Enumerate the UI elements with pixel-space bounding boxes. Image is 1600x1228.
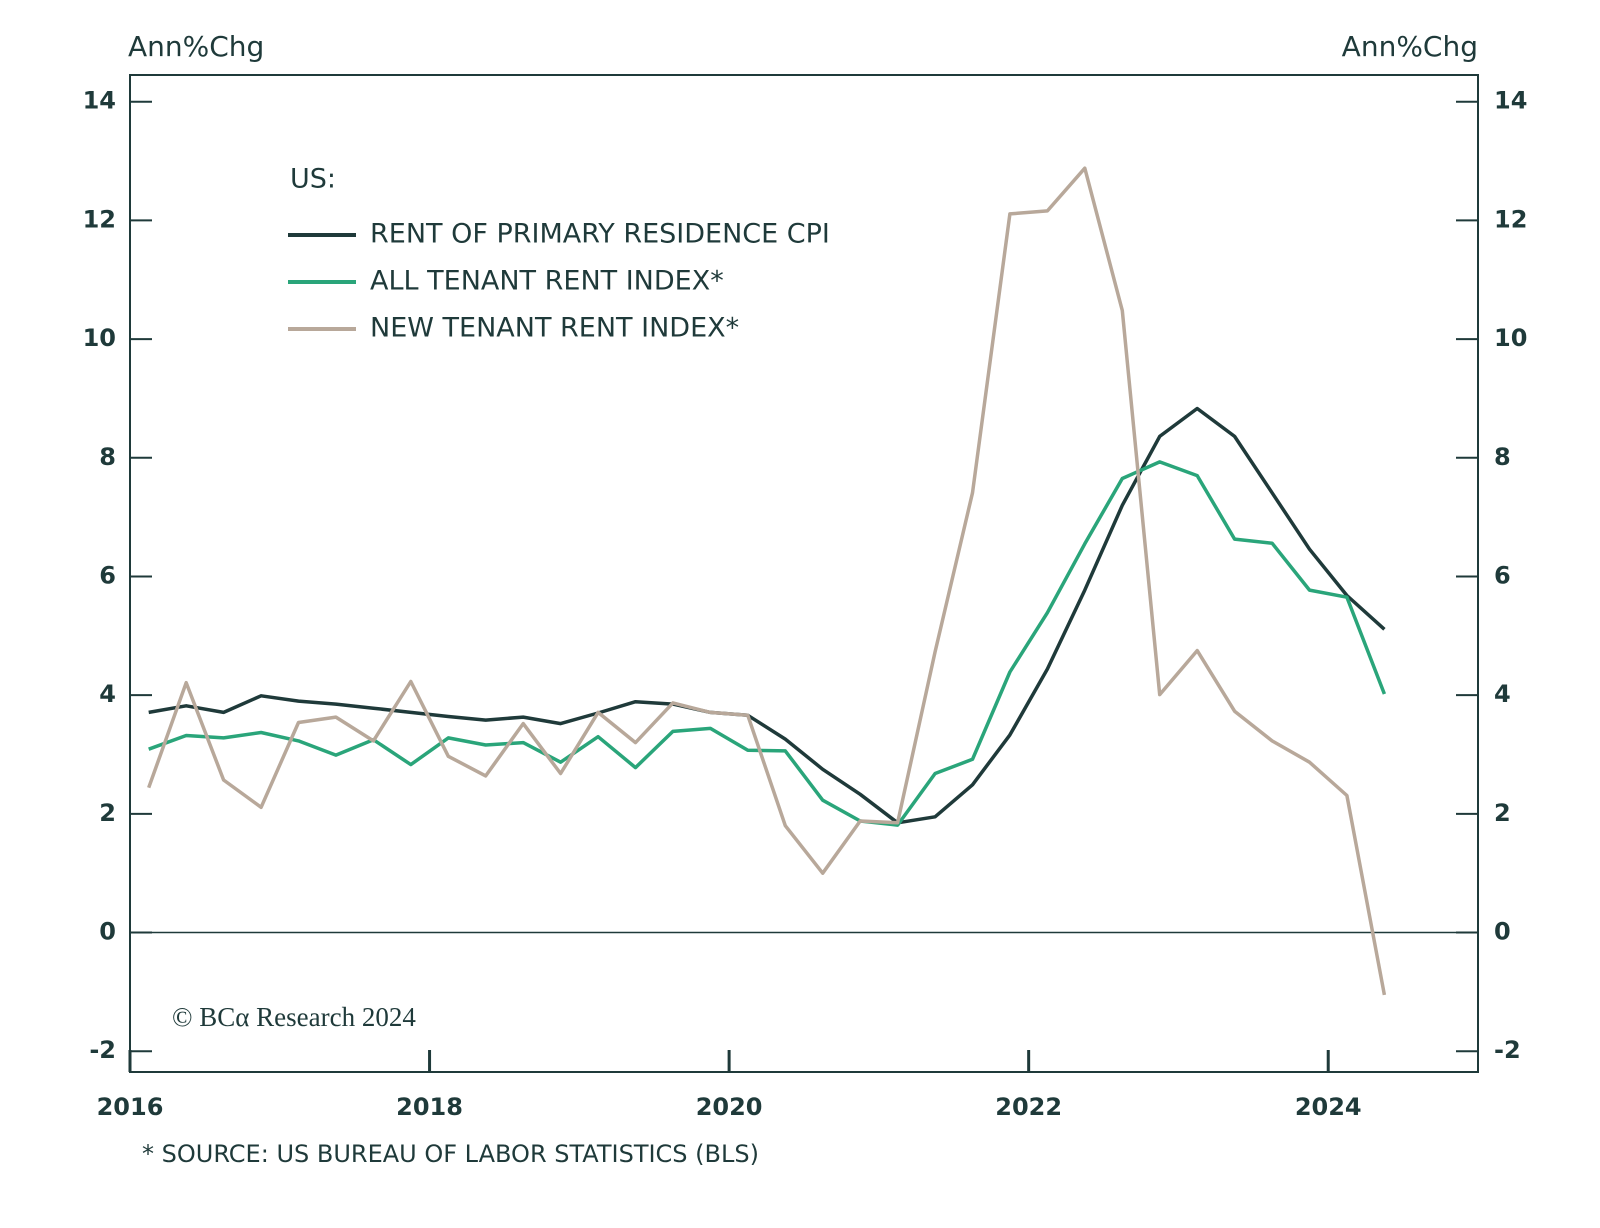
x-tick-label: 2020 — [696, 1093, 763, 1121]
y-tick-label: -2 — [89, 1036, 116, 1064]
y-tick-label-right: -2 — [1494, 1036, 1521, 1064]
legend-label: NEW TENANT RENT INDEX* — [370, 313, 739, 344]
y-tick-label-right: 0 — [1494, 918, 1511, 946]
x-tick-label: 2022 — [995, 1093, 1062, 1121]
y-tick-label: 6 — [99, 561, 116, 589]
y-tick-label: 8 — [99, 443, 116, 471]
footnote: * SOURCE: US BUREAU OF LABOR STATISTICS … — [142, 1140, 759, 1168]
credit: © BCα Research 2024 — [172, 1002, 416, 1032]
y-tick-label: 10 — [83, 324, 116, 352]
x-tick-label: 2024 — [1295, 1093, 1362, 1121]
legend-label: ALL TENANT RENT INDEX* — [370, 266, 724, 297]
series-line — [148, 406, 1386, 825]
x-tick-label: 2016 — [97, 1093, 164, 1121]
y-tick-label: 4 — [99, 680, 116, 708]
y-axis-label-left: Ann%Chg — [128, 30, 264, 63]
y-tick-label: 0 — [99, 918, 116, 946]
y-tick-label-right: 2 — [1494, 799, 1511, 827]
legend-label: RENT OF PRIMARY RESIDENCE CPI — [370, 219, 830, 250]
series-line — [148, 460, 1387, 827]
y-tick-label-right: 8 — [1494, 443, 1511, 471]
y-tick-label-right: 12 — [1494, 205, 1527, 233]
y-tick-label-right: 6 — [1494, 561, 1511, 589]
legend-title: US: — [290, 164, 336, 195]
y-tick-label-right: 10 — [1494, 324, 1527, 352]
plot-frame — [129, 74, 1479, 1073]
y-axis-label-right: Ann%Chg — [1342, 30, 1478, 63]
series-line — [147, 166, 1387, 996]
y-tick-label-right: 14 — [1494, 87, 1527, 115]
y-tick-label: 2 — [99, 799, 116, 827]
y-tick-label: 14 — [83, 87, 116, 115]
y-tick-label-right: 4 — [1494, 680, 1511, 708]
y-tick-label: 12 — [83, 205, 116, 233]
x-tick-label: 2018 — [396, 1093, 463, 1121]
